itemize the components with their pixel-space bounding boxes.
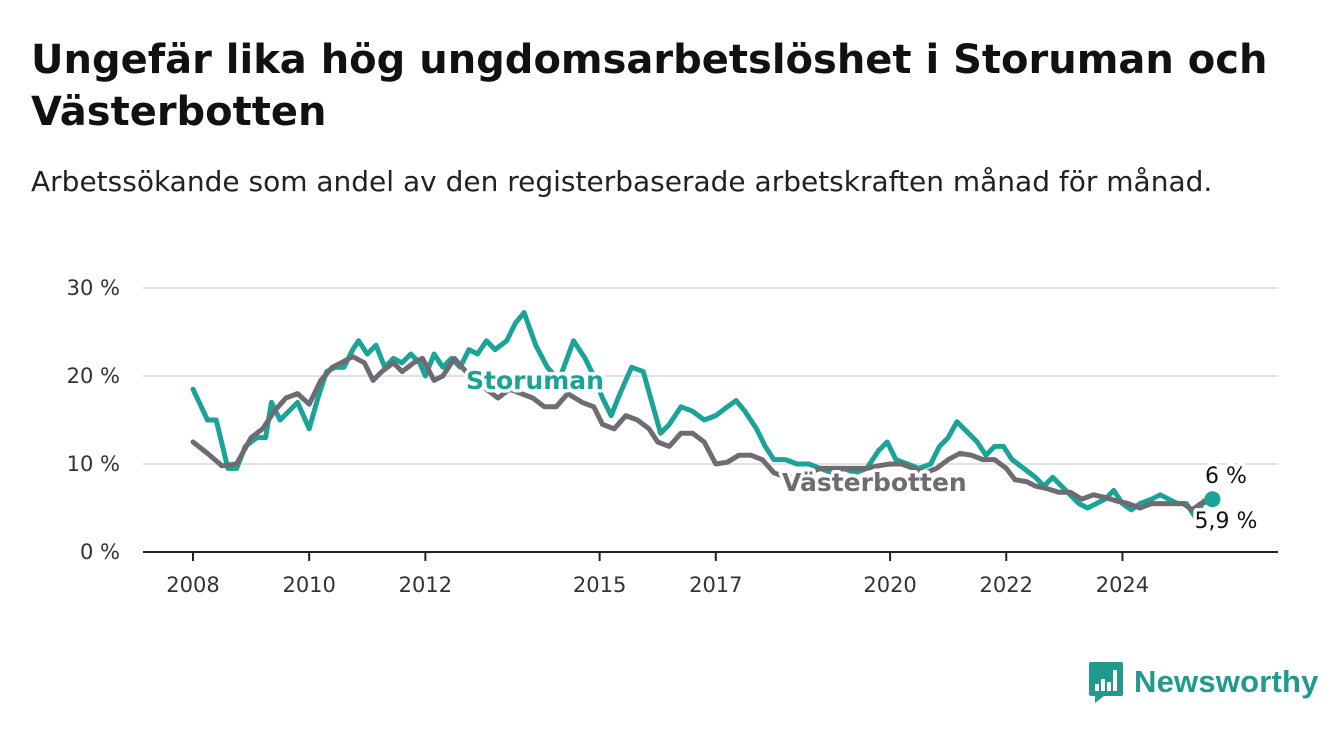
x-tick-label: 2017 (689, 573, 742, 597)
series-label-vasterbotten-halo: Västerbotten (782, 468, 967, 497)
brand-logo: Newsworthy (1088, 659, 1319, 705)
x-tick-label: 2020 (863, 573, 916, 597)
end-value-storuman-halo: 6 % (1205, 464, 1247, 489)
end-value-vasterbotten: 5,9 % (1195, 509, 1258, 534)
x-tick-label: 2022 (980, 573, 1033, 597)
x-tick-label: 2008 (166, 573, 219, 597)
x-tick-label: 2012 (399, 573, 452, 597)
series-line-0 (190, 310, 1215, 520)
y-tick-label: 20 % (67, 364, 120, 388)
series-line-1 (190, 354, 1215, 513)
brand-name: Newsworthy (1134, 664, 1319, 699)
x-tick-label: 2010 (282, 573, 335, 597)
series-label-storuman-halo: Storuman (466, 366, 604, 395)
series-end-marker (1204, 491, 1221, 508)
end-value-storuman: 6 % (1205, 464, 1247, 489)
series-labels: StorumanStorumanVästerbottenVästerbotten… (463, 363, 1261, 538)
newsworthy-logo-icon (1089, 662, 1123, 703)
grid-lines (143, 287, 1278, 465)
x-axis: 2008 2010 2012 2015 2017 2020 2022 2024 (143, 551, 1278, 597)
y-axis: 0 % 10 % 20 % 30 % (67, 276, 120, 564)
page-title: Ungefär lika hög ungdomsarbetslöshet i S… (31, 37, 1268, 135)
series-lines (190, 310, 1221, 520)
series-label-storuman: Storuman (466, 366, 604, 395)
x-tick-label: 2024 (1096, 573, 1149, 597)
page-subtitle: Arbetssökande som andel av den registerb… (31, 165, 1213, 198)
x-tick-label: 2015 (573, 573, 626, 597)
y-tick-label: 30 % (67, 276, 120, 300)
y-tick-label: 0 % (80, 540, 120, 564)
y-tick-label: 10 % (67, 452, 120, 476)
end-value-vasterbotten-halo: 5,9 % (1195, 509, 1258, 534)
series-label-vasterbotten: Västerbotten (782, 468, 967, 497)
